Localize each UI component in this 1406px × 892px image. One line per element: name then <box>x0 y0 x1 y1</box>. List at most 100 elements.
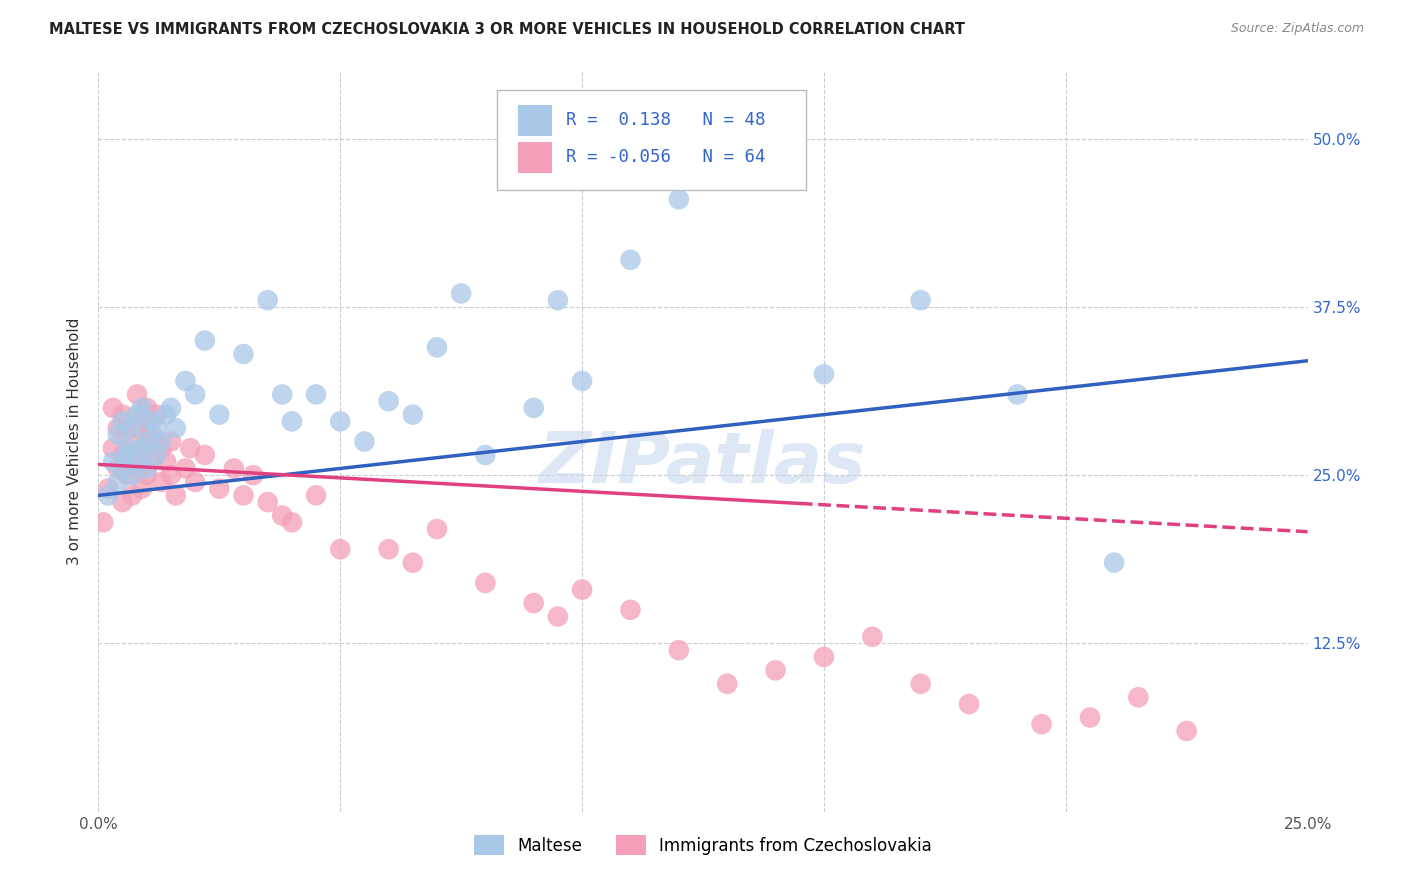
Point <box>111 495 134 509</box>
Point <box>619 252 641 267</box>
Point <box>107 475 129 489</box>
Point <box>127 455 149 469</box>
Point <box>174 374 197 388</box>
Point <box>353 434 375 449</box>
Point <box>426 522 449 536</box>
Point <box>329 414 352 428</box>
Point <box>523 401 546 415</box>
Point <box>222 461 245 475</box>
Text: R = -0.056   N = 64: R = -0.056 N = 64 <box>567 148 766 166</box>
Point <box>184 475 207 489</box>
Point <box>111 414 134 428</box>
Point <box>145 421 167 435</box>
Point <box>571 374 593 388</box>
Point <box>97 482 120 496</box>
Point <box>329 542 352 557</box>
Legend: Maltese, Immigrants from Czechoslovakia: Maltese, Immigrants from Czechoslovakia <box>474 835 932 855</box>
Point <box>135 468 157 483</box>
Point <box>121 448 143 462</box>
Point <box>305 387 328 401</box>
Point <box>1128 690 1150 705</box>
Point <box>377 394 399 409</box>
Point <box>571 582 593 597</box>
Point <box>141 427 163 442</box>
Point <box>135 434 157 449</box>
Point <box>111 461 134 475</box>
Point <box>127 387 149 401</box>
Point <box>107 427 129 442</box>
Point <box>121 488 143 502</box>
Point <box>194 448 217 462</box>
Point <box>145 408 167 422</box>
Point <box>377 542 399 557</box>
Point <box>194 334 217 348</box>
Point <box>117 468 139 483</box>
Point <box>107 461 129 475</box>
Point <box>184 387 207 401</box>
Point <box>208 408 231 422</box>
Point <box>150 434 173 449</box>
Point <box>402 556 425 570</box>
Point <box>101 455 124 469</box>
Y-axis label: 3 or more Vehicles in Household: 3 or more Vehicles in Household <box>67 318 83 566</box>
Point <box>547 293 569 308</box>
Point <box>765 664 787 678</box>
Point <box>135 434 157 449</box>
Point <box>1078 710 1101 724</box>
Point <box>474 575 496 590</box>
Point <box>1175 723 1198 738</box>
Point <box>145 448 167 462</box>
Point <box>131 401 153 415</box>
Point <box>131 414 153 428</box>
Point <box>271 387 294 401</box>
Point <box>160 434 183 449</box>
Point <box>1007 387 1029 401</box>
Point <box>127 408 149 422</box>
Point <box>141 414 163 428</box>
Text: Source: ZipAtlas.com: Source: ZipAtlas.com <box>1230 22 1364 36</box>
Point <box>135 461 157 475</box>
Point <box>174 461 197 475</box>
Text: ZIPatlas: ZIPatlas <box>540 429 866 499</box>
FancyBboxPatch shape <box>517 104 553 136</box>
Point <box>668 643 690 657</box>
Point <box>910 677 932 691</box>
Point <box>155 455 177 469</box>
Point <box>127 421 149 435</box>
Point <box>256 293 278 308</box>
Point <box>232 347 254 361</box>
Point <box>450 286 472 301</box>
Point <box>165 488 187 502</box>
Point <box>107 421 129 435</box>
Point <box>117 427 139 442</box>
Point <box>668 192 690 206</box>
FancyBboxPatch shape <box>498 90 806 190</box>
Point <box>426 340 449 354</box>
Point <box>97 488 120 502</box>
FancyBboxPatch shape <box>517 142 553 173</box>
Point <box>111 448 134 462</box>
Point <box>165 421 187 435</box>
Point <box>127 461 149 475</box>
Point <box>101 442 124 456</box>
Point <box>271 508 294 523</box>
Point <box>145 442 167 456</box>
Point <box>474 448 496 462</box>
Text: MALTESE VS IMMIGRANTS FROM CZECHOSLOVAKIA 3 OR MORE VEHICLES IN HOUSEHOLD CORREL: MALTESE VS IMMIGRANTS FROM CZECHOSLOVAKI… <box>49 22 965 37</box>
Point <box>117 442 139 456</box>
Point <box>131 448 153 462</box>
Point <box>860 630 883 644</box>
Point <box>957 697 980 711</box>
Point <box>1031 717 1053 731</box>
Point <box>111 408 134 422</box>
Point <box>547 609 569 624</box>
Point <box>160 468 183 483</box>
Point <box>208 482 231 496</box>
Point <box>141 455 163 469</box>
Point <box>179 442 201 456</box>
Point <box>813 649 835 664</box>
Point <box>242 468 264 483</box>
Point <box>150 442 173 456</box>
Point <box>91 516 114 530</box>
Point <box>121 468 143 483</box>
